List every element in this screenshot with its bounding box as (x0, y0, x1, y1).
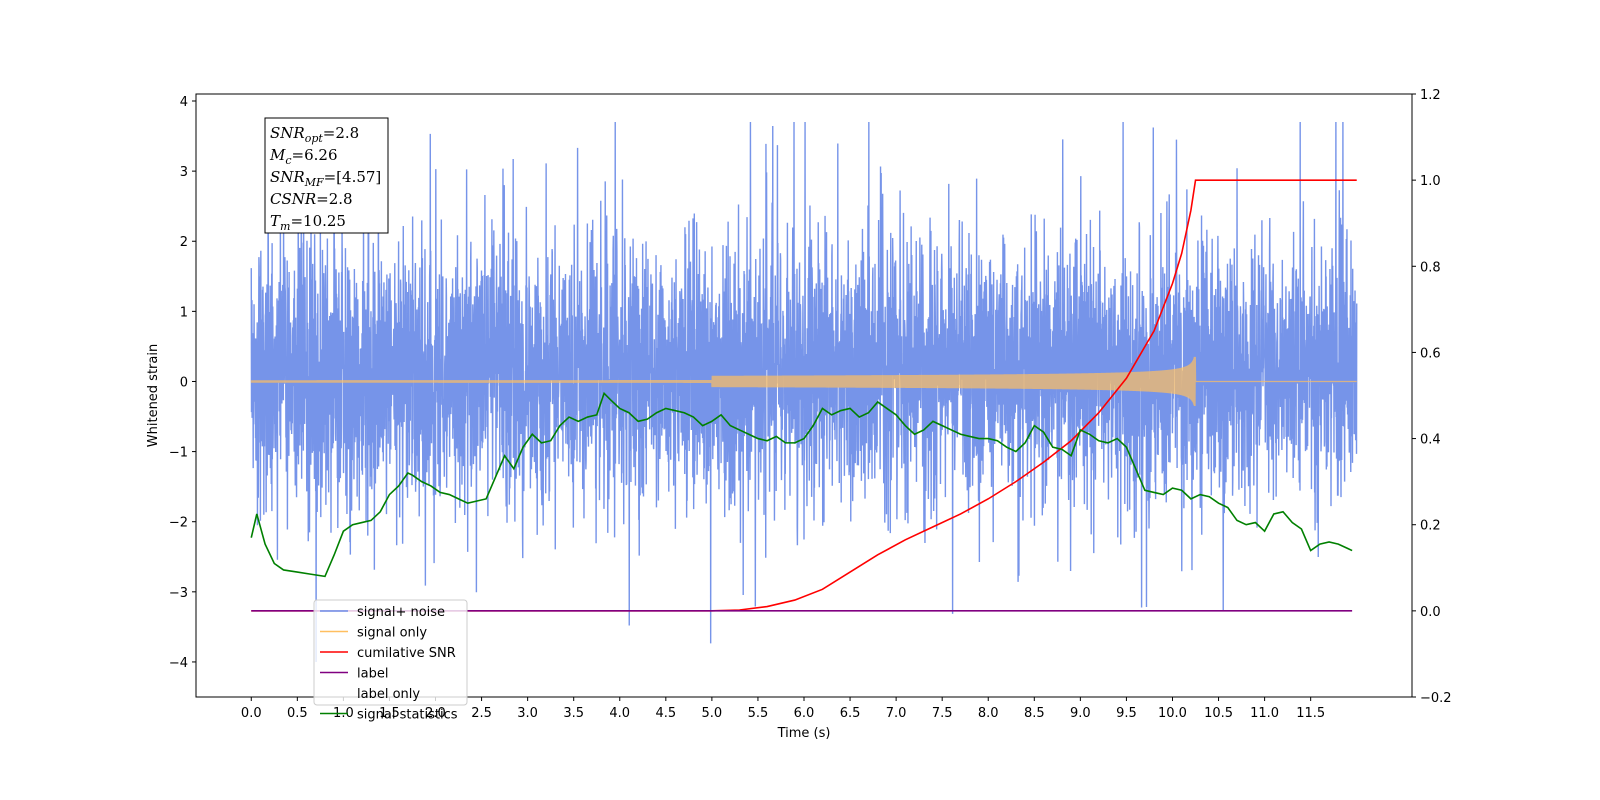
legend-label: signal only (357, 626, 427, 641)
y-left-tick-label: −4 (169, 656, 188, 671)
x-tick-label: 1.5 (379, 706, 400, 721)
annotation-line: CSNR=2.8 (270, 190, 353, 208)
y-axis-left-label: Whitened strain (146, 344, 161, 447)
x-tick-label: 10.0 (1158, 706, 1187, 721)
series-signal-noise-line (250, 122, 1358, 662)
annotation-frame (264, 117, 389, 234)
legend-label: label (357, 667, 388, 682)
x-tick-label: 9.0 (1070, 706, 1091, 721)
y-left-tick-label: 3 (180, 165, 188, 180)
x-tick-label: 6.5 (840, 706, 861, 721)
annotation-line: SNRopt=2.8 (270, 124, 359, 145)
series-signal-only-line (250, 356, 1357, 407)
legend-label: signal+ noise (357, 605, 445, 620)
y-left-tick-label: 1 (180, 305, 188, 320)
x-axis-ticks: 0.0 0.5 1.0 1.5 2.0 2.5 3.0 3.5 4.0 4.5 5.0 5.5 6.0 6… (241, 697, 1325, 721)
x-tick-label: 3.5 (563, 706, 584, 721)
annotation-line: Tm=10.25 (270, 212, 346, 233)
series-cumilative-snr-line (251, 179, 1357, 612)
y-right-tick-label: 0.2 (1420, 519, 1441, 534)
y-left-tick-label: 0 (180, 375, 188, 390)
y-right-tick-label: 0.4 (1420, 433, 1441, 448)
y-left-tick-label: 2 (180, 235, 188, 250)
legend-label: cumilative SNR (357, 646, 456, 661)
legend-label: signal statistics (357, 708, 458, 723)
x-tick-label: 2.0 (425, 706, 446, 721)
y-right-tick-label: 0.0 (1420, 605, 1441, 620)
x-tick-label: 9.5 (1116, 706, 1137, 721)
annotation-line: SNRMF=[4.57] (270, 168, 381, 189)
x-tick-label: 4.5 (655, 706, 676, 721)
x-axis-label: Time (s) (777, 726, 831, 741)
x-tick-label: 11.0 (1250, 706, 1279, 721)
x-tick-label: 6.0 (794, 706, 815, 721)
x-tick-label: 0.5 (287, 706, 308, 721)
x-tick-label: 5.5 (748, 706, 769, 721)
x-tick-label: 4.0 (609, 706, 630, 721)
legend: signal+ noise signal only cumilative SNR la… (313, 599, 468, 723)
y-left-tick-label: −1 (169, 446, 188, 461)
y-left-tick-label: 4 (180, 95, 188, 110)
y-right-tick-label: 0.8 (1420, 260, 1441, 275)
legend-frame (313, 599, 468, 706)
y-right-tick-label: 0.6 (1420, 346, 1441, 361)
x-tick-label: 10.5 (1204, 706, 1233, 721)
y-axis-right-ticks: −0.2 0.0 0.2 0.4 0.6 0.8 1.0 1.2 (1412, 88, 1452, 706)
y-right-tick-label: −0.2 (1420, 691, 1452, 706)
legend-label: label only (357, 687, 420, 702)
plot-area (250, 122, 1358, 662)
y-right-tick-label: 1.0 (1420, 174, 1441, 189)
x-tick-label: 7.0 (886, 706, 907, 721)
x-tick-label: 7.5 (932, 706, 953, 721)
x-tick-label: 2.5 (471, 706, 492, 721)
y-left-tick-label: −3 (169, 586, 188, 601)
y-right-tick-label: 1.2 (1420, 88, 1441, 103)
x-tick-label: 8.0 (978, 706, 999, 721)
x-tick-label: 8.5 (1024, 706, 1045, 721)
y-axis-left-ticks: −4 −3 −2 −1 0 1 2 3 4 (169, 95, 196, 671)
x-tick-label: 3.0 (517, 706, 538, 721)
series-signal-statistics-line (250, 391, 1353, 578)
x-tick-label: 11.5 (1296, 706, 1325, 721)
y-left-tick-label: −2 (169, 516, 188, 531)
annotation-line: Mc=6.26 (269, 146, 338, 167)
x-tick-label: 0.0 (241, 706, 262, 721)
x-tick-label: 5.0 (702, 706, 723, 721)
